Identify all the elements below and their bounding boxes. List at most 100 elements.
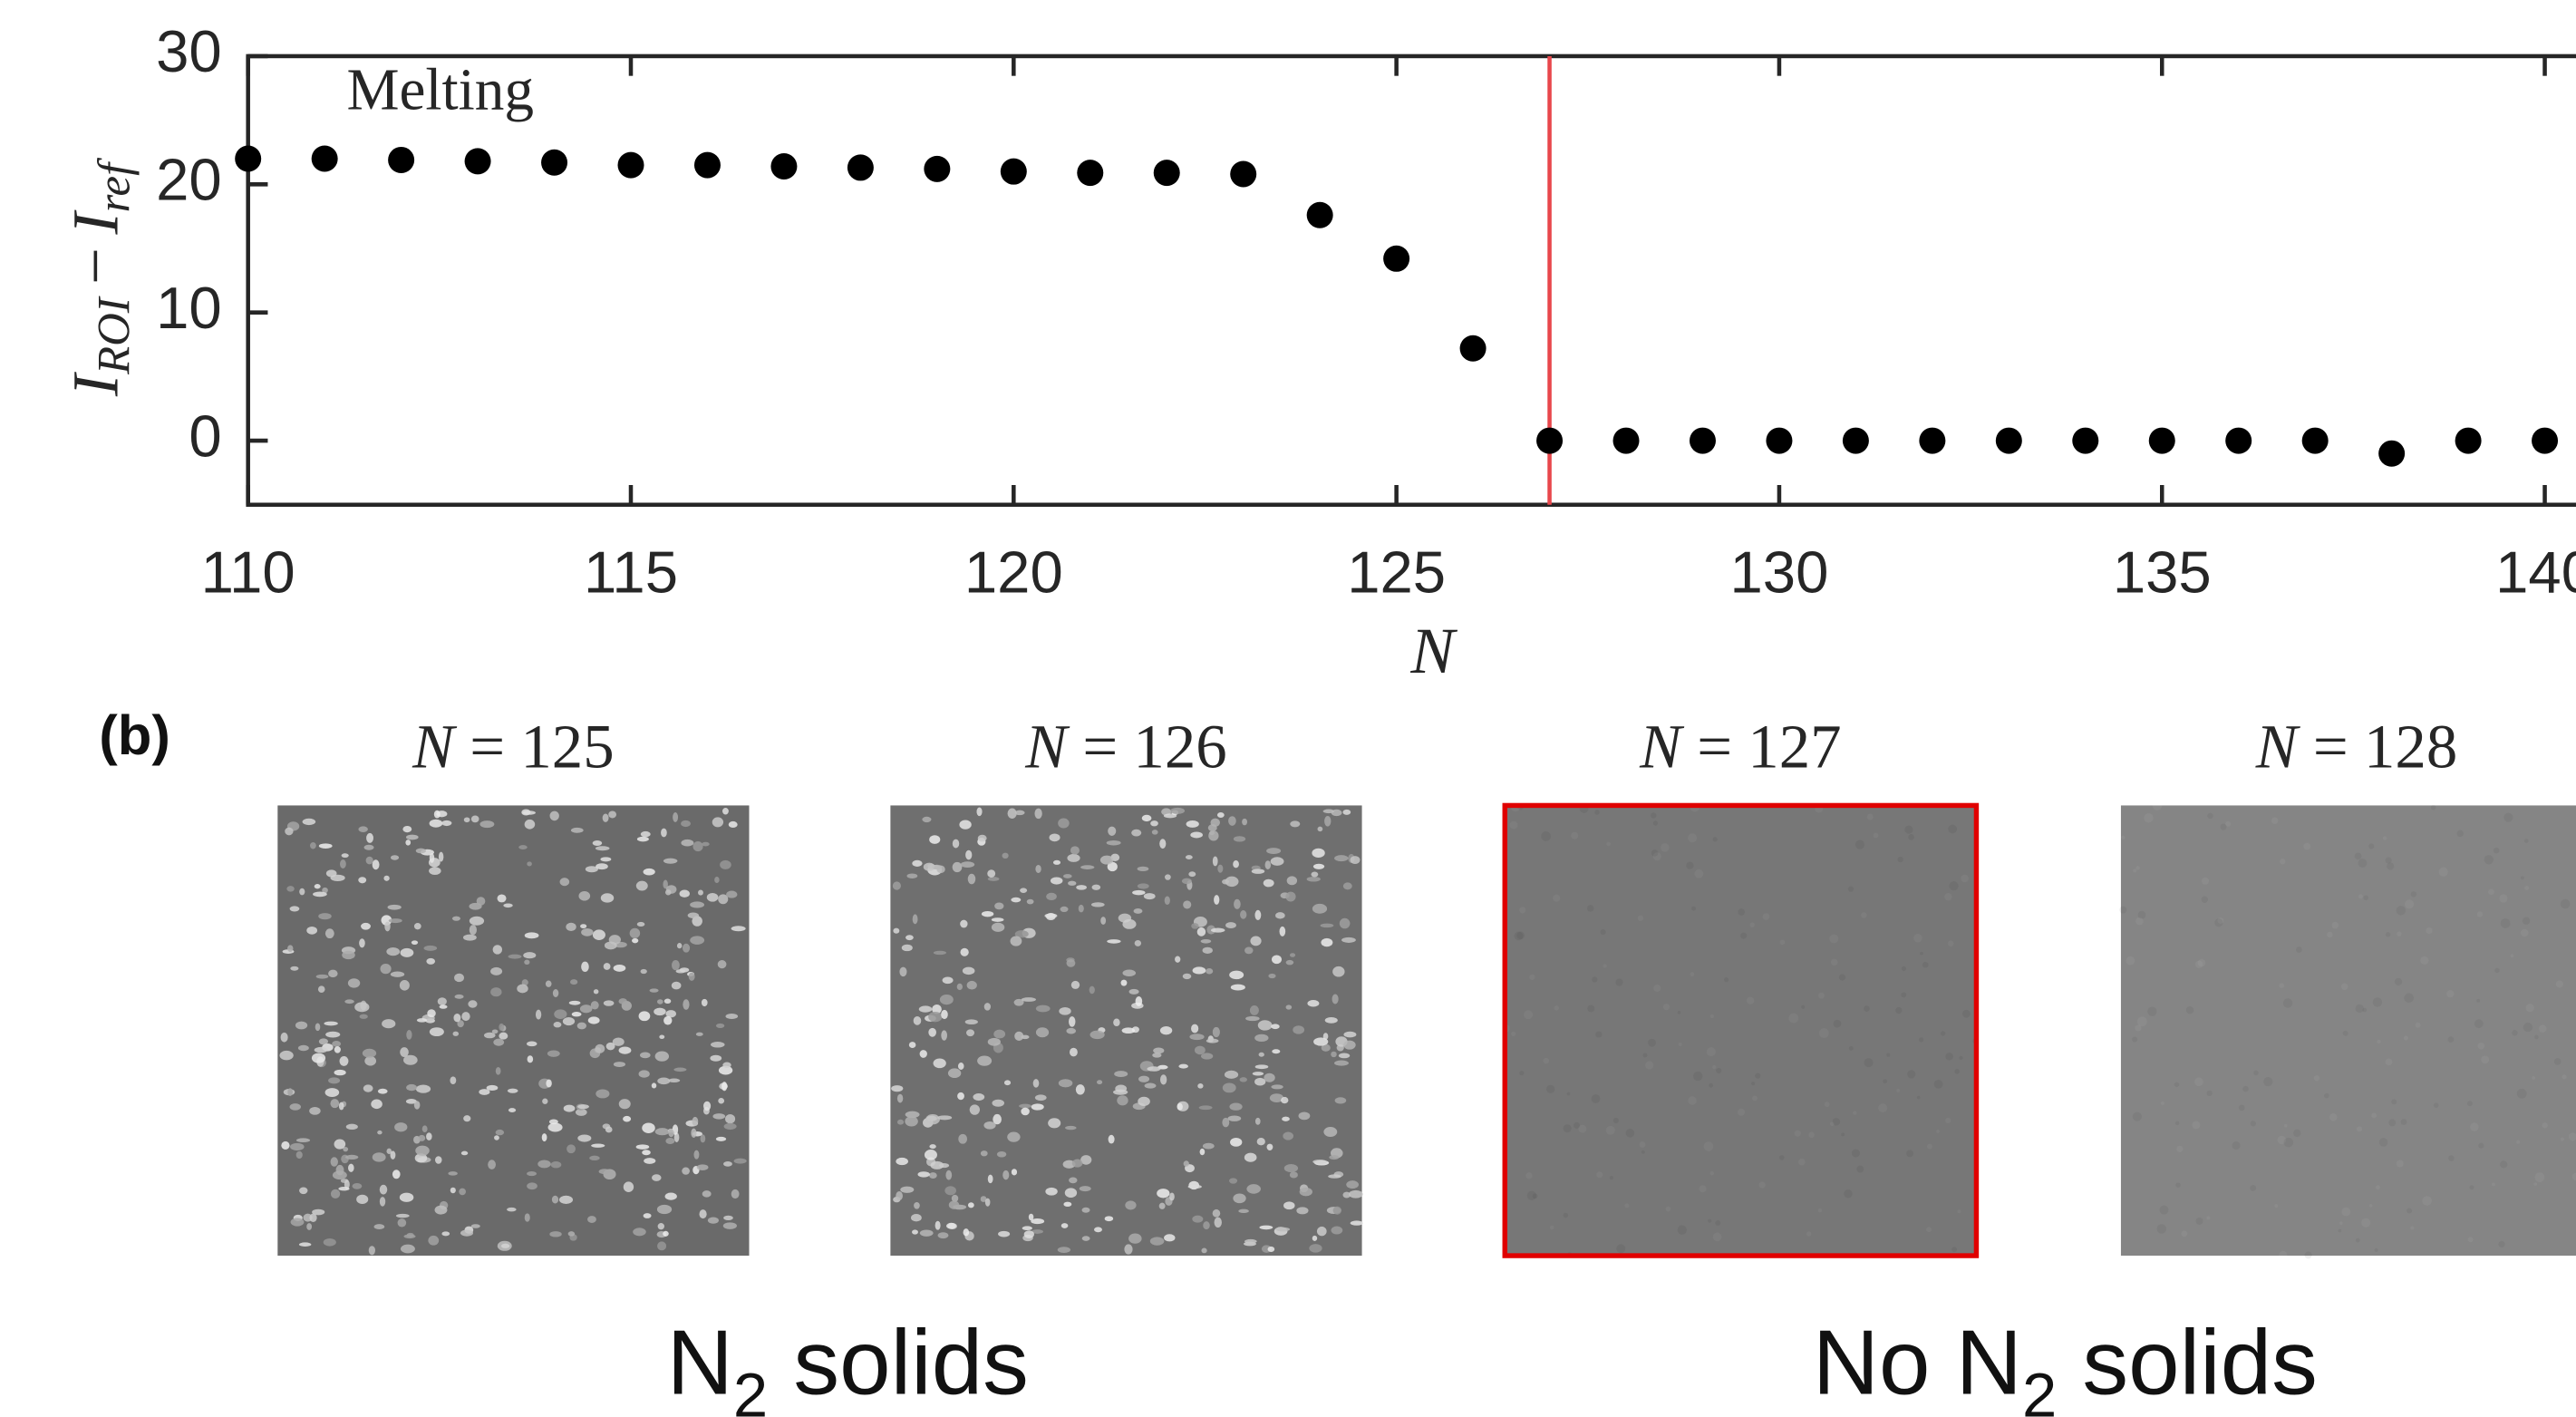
speckle xyxy=(418,1134,426,1141)
speckle xyxy=(1342,809,1351,815)
speckle xyxy=(1108,826,1117,836)
grain xyxy=(2156,1224,2167,1234)
speckle xyxy=(1135,996,1143,1006)
grain xyxy=(1509,820,1518,830)
speckle xyxy=(991,917,1004,922)
speckle xyxy=(567,1144,576,1154)
speckle xyxy=(720,859,731,869)
speckle xyxy=(1275,912,1285,919)
speckle xyxy=(698,889,703,896)
image-title-rest: = 127 xyxy=(1681,712,1842,781)
grain xyxy=(2410,891,2417,898)
caption-text: N xyxy=(667,1310,733,1413)
speckle xyxy=(1058,1079,1073,1088)
speckle xyxy=(1022,1226,1032,1231)
data-point xyxy=(1077,160,1104,187)
grain xyxy=(1596,1171,1603,1179)
grain xyxy=(2542,1122,2548,1129)
speckle xyxy=(1169,1192,1175,1201)
speckle xyxy=(991,922,1005,932)
grain xyxy=(2467,1101,2473,1107)
grain xyxy=(1897,856,1903,863)
speckle xyxy=(1069,1047,1078,1057)
grain xyxy=(1709,1082,1714,1088)
speckle xyxy=(919,1050,927,1058)
grain xyxy=(1936,1130,1940,1133)
grain xyxy=(2250,1121,2256,1127)
grain xyxy=(2407,1208,2413,1214)
speckle xyxy=(372,1152,386,1162)
speckle xyxy=(673,1132,680,1142)
speckle xyxy=(973,1093,985,1102)
speckle xyxy=(1212,1026,1220,1038)
speckle xyxy=(578,890,591,901)
grain xyxy=(2385,932,2391,937)
grain xyxy=(2560,898,2571,909)
speckle xyxy=(279,1050,294,1061)
speckle xyxy=(325,1031,341,1038)
grain xyxy=(2238,1104,2245,1111)
grain xyxy=(1612,1117,1620,1124)
grain xyxy=(1532,1193,1538,1199)
grain xyxy=(1916,1095,1921,1100)
speckle xyxy=(1210,818,1220,827)
speckle xyxy=(494,1135,499,1140)
speckle xyxy=(1263,878,1274,888)
speckle xyxy=(1143,893,1156,900)
speckle xyxy=(1254,1077,1266,1086)
grain xyxy=(1543,1057,1550,1064)
speckle xyxy=(651,1174,662,1181)
image-title-rest: = 128 xyxy=(2298,712,2458,781)
speckle xyxy=(733,1158,747,1164)
speckle xyxy=(328,1077,341,1084)
speckle xyxy=(690,901,705,908)
grain xyxy=(1832,1117,1841,1126)
x-tick-label: 110 xyxy=(201,539,295,606)
speckle xyxy=(721,808,729,815)
speckle xyxy=(604,941,617,950)
grain xyxy=(2499,894,2508,903)
grain xyxy=(1665,1206,1671,1212)
grain xyxy=(2358,859,2368,868)
grain xyxy=(1954,1069,1961,1074)
speckle xyxy=(386,1148,392,1154)
speckle xyxy=(493,1038,505,1046)
grain xyxy=(2174,1082,2180,1088)
speckle xyxy=(562,1016,576,1026)
speckle xyxy=(490,966,503,975)
speckle xyxy=(721,1082,728,1092)
speckle xyxy=(1230,984,1245,991)
speckle xyxy=(908,1042,916,1049)
speckle xyxy=(461,1012,470,1022)
speckle xyxy=(1290,820,1301,828)
x-tick-label: 120 xyxy=(964,539,1063,606)
speckle xyxy=(1108,1134,1115,1144)
speckle xyxy=(581,928,594,937)
speckle xyxy=(1257,1020,1273,1031)
y-axis-label-part: − xyxy=(58,247,131,285)
grain xyxy=(1959,1055,1963,1061)
speckle xyxy=(929,1172,937,1179)
speckle xyxy=(342,950,355,960)
speckle xyxy=(313,891,327,898)
speckle xyxy=(635,1144,650,1150)
grain xyxy=(2476,911,2484,917)
speckle xyxy=(1266,1143,1273,1150)
speckle xyxy=(1239,1077,1247,1082)
grain xyxy=(2279,983,2285,989)
speckle xyxy=(345,1123,358,1131)
speckle xyxy=(448,1171,458,1176)
speckle xyxy=(1069,1177,1078,1184)
speckle xyxy=(1178,1063,1188,1069)
speckle xyxy=(1019,1103,1031,1109)
speckle xyxy=(1342,882,1352,890)
grain xyxy=(2225,820,2232,827)
speckle xyxy=(1271,1024,1280,1030)
speckle xyxy=(905,1116,918,1127)
speckle xyxy=(956,983,963,991)
grain xyxy=(1549,1225,1554,1230)
speckle xyxy=(400,1047,409,1057)
grain xyxy=(1690,972,1695,976)
grain xyxy=(1847,886,1855,892)
speckle xyxy=(1306,876,1321,882)
